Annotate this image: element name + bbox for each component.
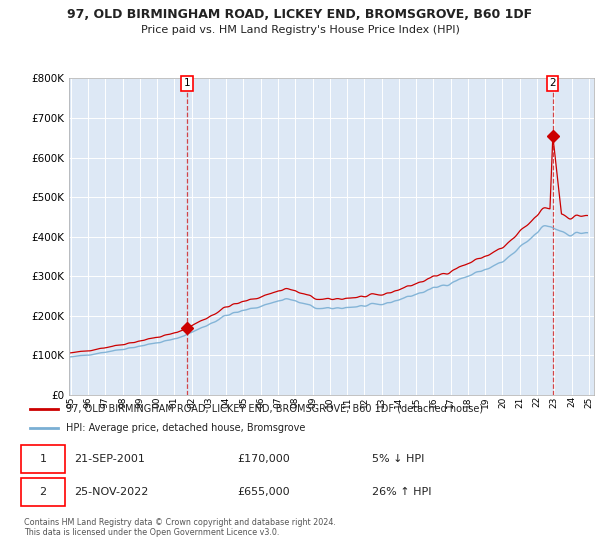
Text: 1: 1 [184, 78, 190, 88]
Text: 25-NOV-2022: 25-NOV-2022 [74, 487, 149, 497]
Text: Price paid vs. HM Land Registry's House Price Index (HPI): Price paid vs. HM Land Registry's House … [140, 25, 460, 35]
Text: 2: 2 [40, 487, 47, 497]
Text: 97, OLD BIRMINGHAM ROAD, LICKEY END, BROMSGROVE, B60 1DF: 97, OLD BIRMINGHAM ROAD, LICKEY END, BRO… [67, 8, 533, 21]
Text: 26% ↑ HPI: 26% ↑ HPI [372, 487, 431, 497]
Text: Contains HM Land Registry data © Crown copyright and database right 2024.
This d: Contains HM Land Registry data © Crown c… [24, 518, 336, 538]
Text: 2: 2 [549, 78, 556, 88]
Text: 5% ↓ HPI: 5% ↓ HPI [372, 454, 424, 464]
FancyBboxPatch shape [21, 445, 65, 473]
Text: 21-SEP-2001: 21-SEP-2001 [74, 454, 145, 464]
FancyBboxPatch shape [21, 478, 65, 506]
Text: 97, OLD BIRMINGHAM ROAD, LICKEY END, BROMSGROVE, B60 1DF (detached house): 97, OLD BIRMINGHAM ROAD, LICKEY END, BRO… [66, 404, 483, 414]
Text: 1: 1 [40, 454, 47, 464]
Text: £170,000: £170,000 [237, 454, 290, 464]
Text: £655,000: £655,000 [237, 487, 290, 497]
Text: HPI: Average price, detached house, Bromsgrove: HPI: Average price, detached house, Brom… [66, 423, 305, 433]
